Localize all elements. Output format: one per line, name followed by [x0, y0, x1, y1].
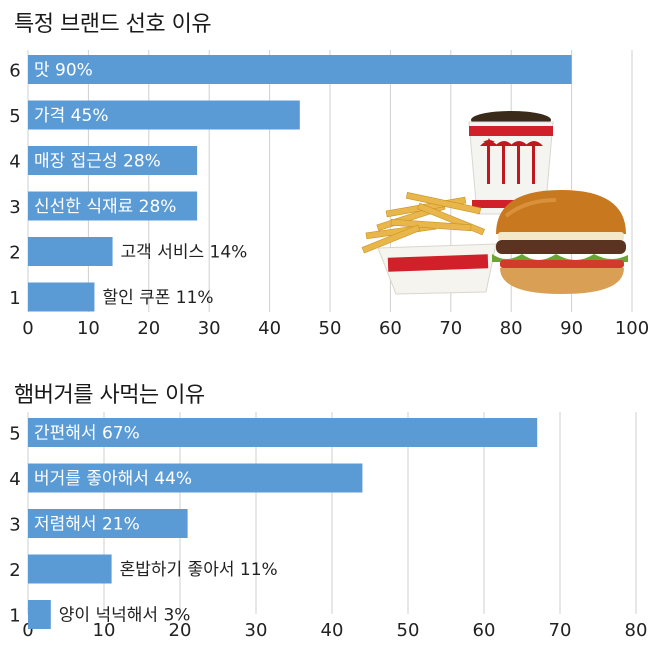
chart1-category-label: 2 [9, 243, 20, 264]
chart2-tick-label: 80 [625, 620, 648, 641]
chart2-tick-label: 70 [549, 620, 572, 641]
chart1-tick-label: 100 [615, 318, 649, 339]
burger-icon [492, 190, 628, 294]
chart2-bar [28, 463, 363, 493]
chart2-bar [28, 554, 112, 584]
chart2-data-label: 저렴해서 21% [34, 515, 140, 535]
chart2-category-label: 5 [9, 424, 20, 445]
chart1-tick-label: 80 [500, 318, 523, 339]
chart2-tick-label: 40 [321, 620, 344, 641]
chart2-tick-label: 60 [473, 620, 496, 641]
chart1-data-label: 신선한 식재료 28% [34, 197, 176, 217]
brand-preference-chart: 0 10 20 30 40 50 60 70 80 90 100 6 맛 90% 5 가격 45% 4 매장 접… [9, 50, 649, 339]
chart1-data-label: 매장 접근성 28% [34, 152, 161, 172]
chart1-category-label: 3 [9, 197, 20, 218]
chart2-tick-label: 30 [245, 620, 268, 641]
chart2-tick-label: 10 [93, 620, 116, 641]
chart1-tick-label: 70 [439, 318, 462, 339]
chart2-data-label: 간편해서 67% [34, 424, 140, 444]
chart1-tick-label: 40 [258, 318, 281, 339]
fries-icon [361, 192, 497, 295]
chart1-category-label: 1 [9, 288, 20, 309]
chart1-data-label: 할인 쿠폰 11% [102, 288, 213, 308]
soda-cup-icon [468, 111, 554, 215]
chart1-bar [28, 100, 300, 130]
chart2-category-label: 3 [9, 515, 20, 536]
chart1-bar [28, 146, 198, 175]
chart1-data-label: 고객 서비스 14% [121, 243, 248, 263]
chart2-data-label: 혼밥하기 좋아서 11% [120, 560, 278, 580]
chart1-category-label: 5 [9, 106, 20, 127]
chart2-data-label: 양이 넉넉해서 3% [59, 606, 191, 626]
chart1-tick-label: 0 [22, 318, 33, 339]
chart2-tick-label: 0 [22, 620, 33, 641]
chart1-tick-label: 90 [560, 318, 583, 339]
chart1-bar [28, 237, 113, 266]
chart2-category-label: 1 [9, 606, 20, 627]
chart-1-title: 특정 브랜드 선호 이유 [14, 12, 212, 37]
chart2-category-label: 4 [9, 469, 20, 490]
chart2-category-label: 2 [9, 560, 20, 581]
chart2-data-label: 버거를 좋아해서 44% [34, 469, 192, 489]
chart1-tick-label: 50 [319, 318, 342, 339]
chart2-bar [28, 509, 188, 538]
chart1-tick-label: 10 [77, 318, 100, 339]
burger-fries-soda-image [361, 111, 628, 295]
chart1-tick-label: 60 [379, 318, 402, 339]
chart1-data-label: 맛 90% [34, 61, 93, 81]
chart1-bar [28, 191, 198, 221]
chart2-bar [28, 600, 51, 629]
chart2-tick-label: 50 [397, 620, 420, 641]
chart1-category-label: 6 [9, 61, 20, 82]
chart2-bar [28, 418, 538, 447]
chart2-tick-label: 20 [169, 620, 192, 641]
chart1-data-label: 가격 45% [34, 106, 108, 126]
chart1-bar [28, 55, 572, 84]
chart-2-title: 햄버거를 사먹는 이유 [14, 383, 205, 408]
chart1-tick-label: 20 [137, 318, 160, 339]
chart1-bar [28, 282, 95, 312]
chart1-category-label: 4 [9, 152, 20, 173]
chart1-tick-label: 30 [198, 318, 221, 339]
